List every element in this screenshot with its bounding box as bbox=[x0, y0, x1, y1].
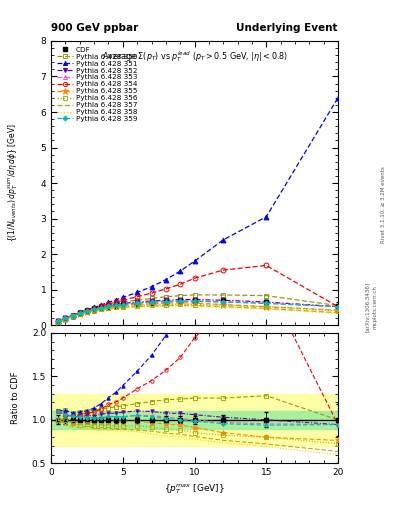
Text: Underlying Event: Underlying Event bbox=[237, 23, 338, 33]
Bar bbox=[51, 411, 338, 429]
Legend: CDF, Pythia 6.428 350, Pythia 6.428 351, Pythia 6.428 352, Pythia 6.428 353, Pyt: CDF, Pythia 6.428 350, Pythia 6.428 351,… bbox=[55, 45, 139, 124]
Text: [arXiv:1306.3436]: [arXiv:1306.3436] bbox=[365, 282, 370, 332]
Bar bbox=[51, 394, 338, 446]
Text: mcplots.cern.ch: mcplots.cern.ch bbox=[373, 285, 378, 329]
Y-axis label: Ratio to CDF: Ratio to CDF bbox=[11, 372, 20, 424]
Text: 900 GeV ppbar: 900 GeV ppbar bbox=[51, 23, 138, 33]
Text: Rivet 3.1.10, ≥ 3.2M events: Rivet 3.1.10, ≥ 3.2M events bbox=[381, 166, 386, 243]
X-axis label: $\{p_T^{max}$ [GeV]$\}$: $\{p_T^{max}$ [GeV]$\}$ bbox=[164, 483, 225, 496]
Y-axis label: $\{(1/N_{events})\, dp_T^{sum}/d\eta\, d\phi\}$ [GeV]: $\{(1/N_{events})\, dp_T^{sum}/d\eta\, d… bbox=[6, 123, 20, 243]
Text: Average $\Sigma(p_T)$ vs $p_T^{lead}$ ($p_T > 0.5$ GeV, $|\eta| < 0.8$): Average $\Sigma(p_T)$ vs $p_T^{lead}$ ($… bbox=[101, 50, 288, 65]
